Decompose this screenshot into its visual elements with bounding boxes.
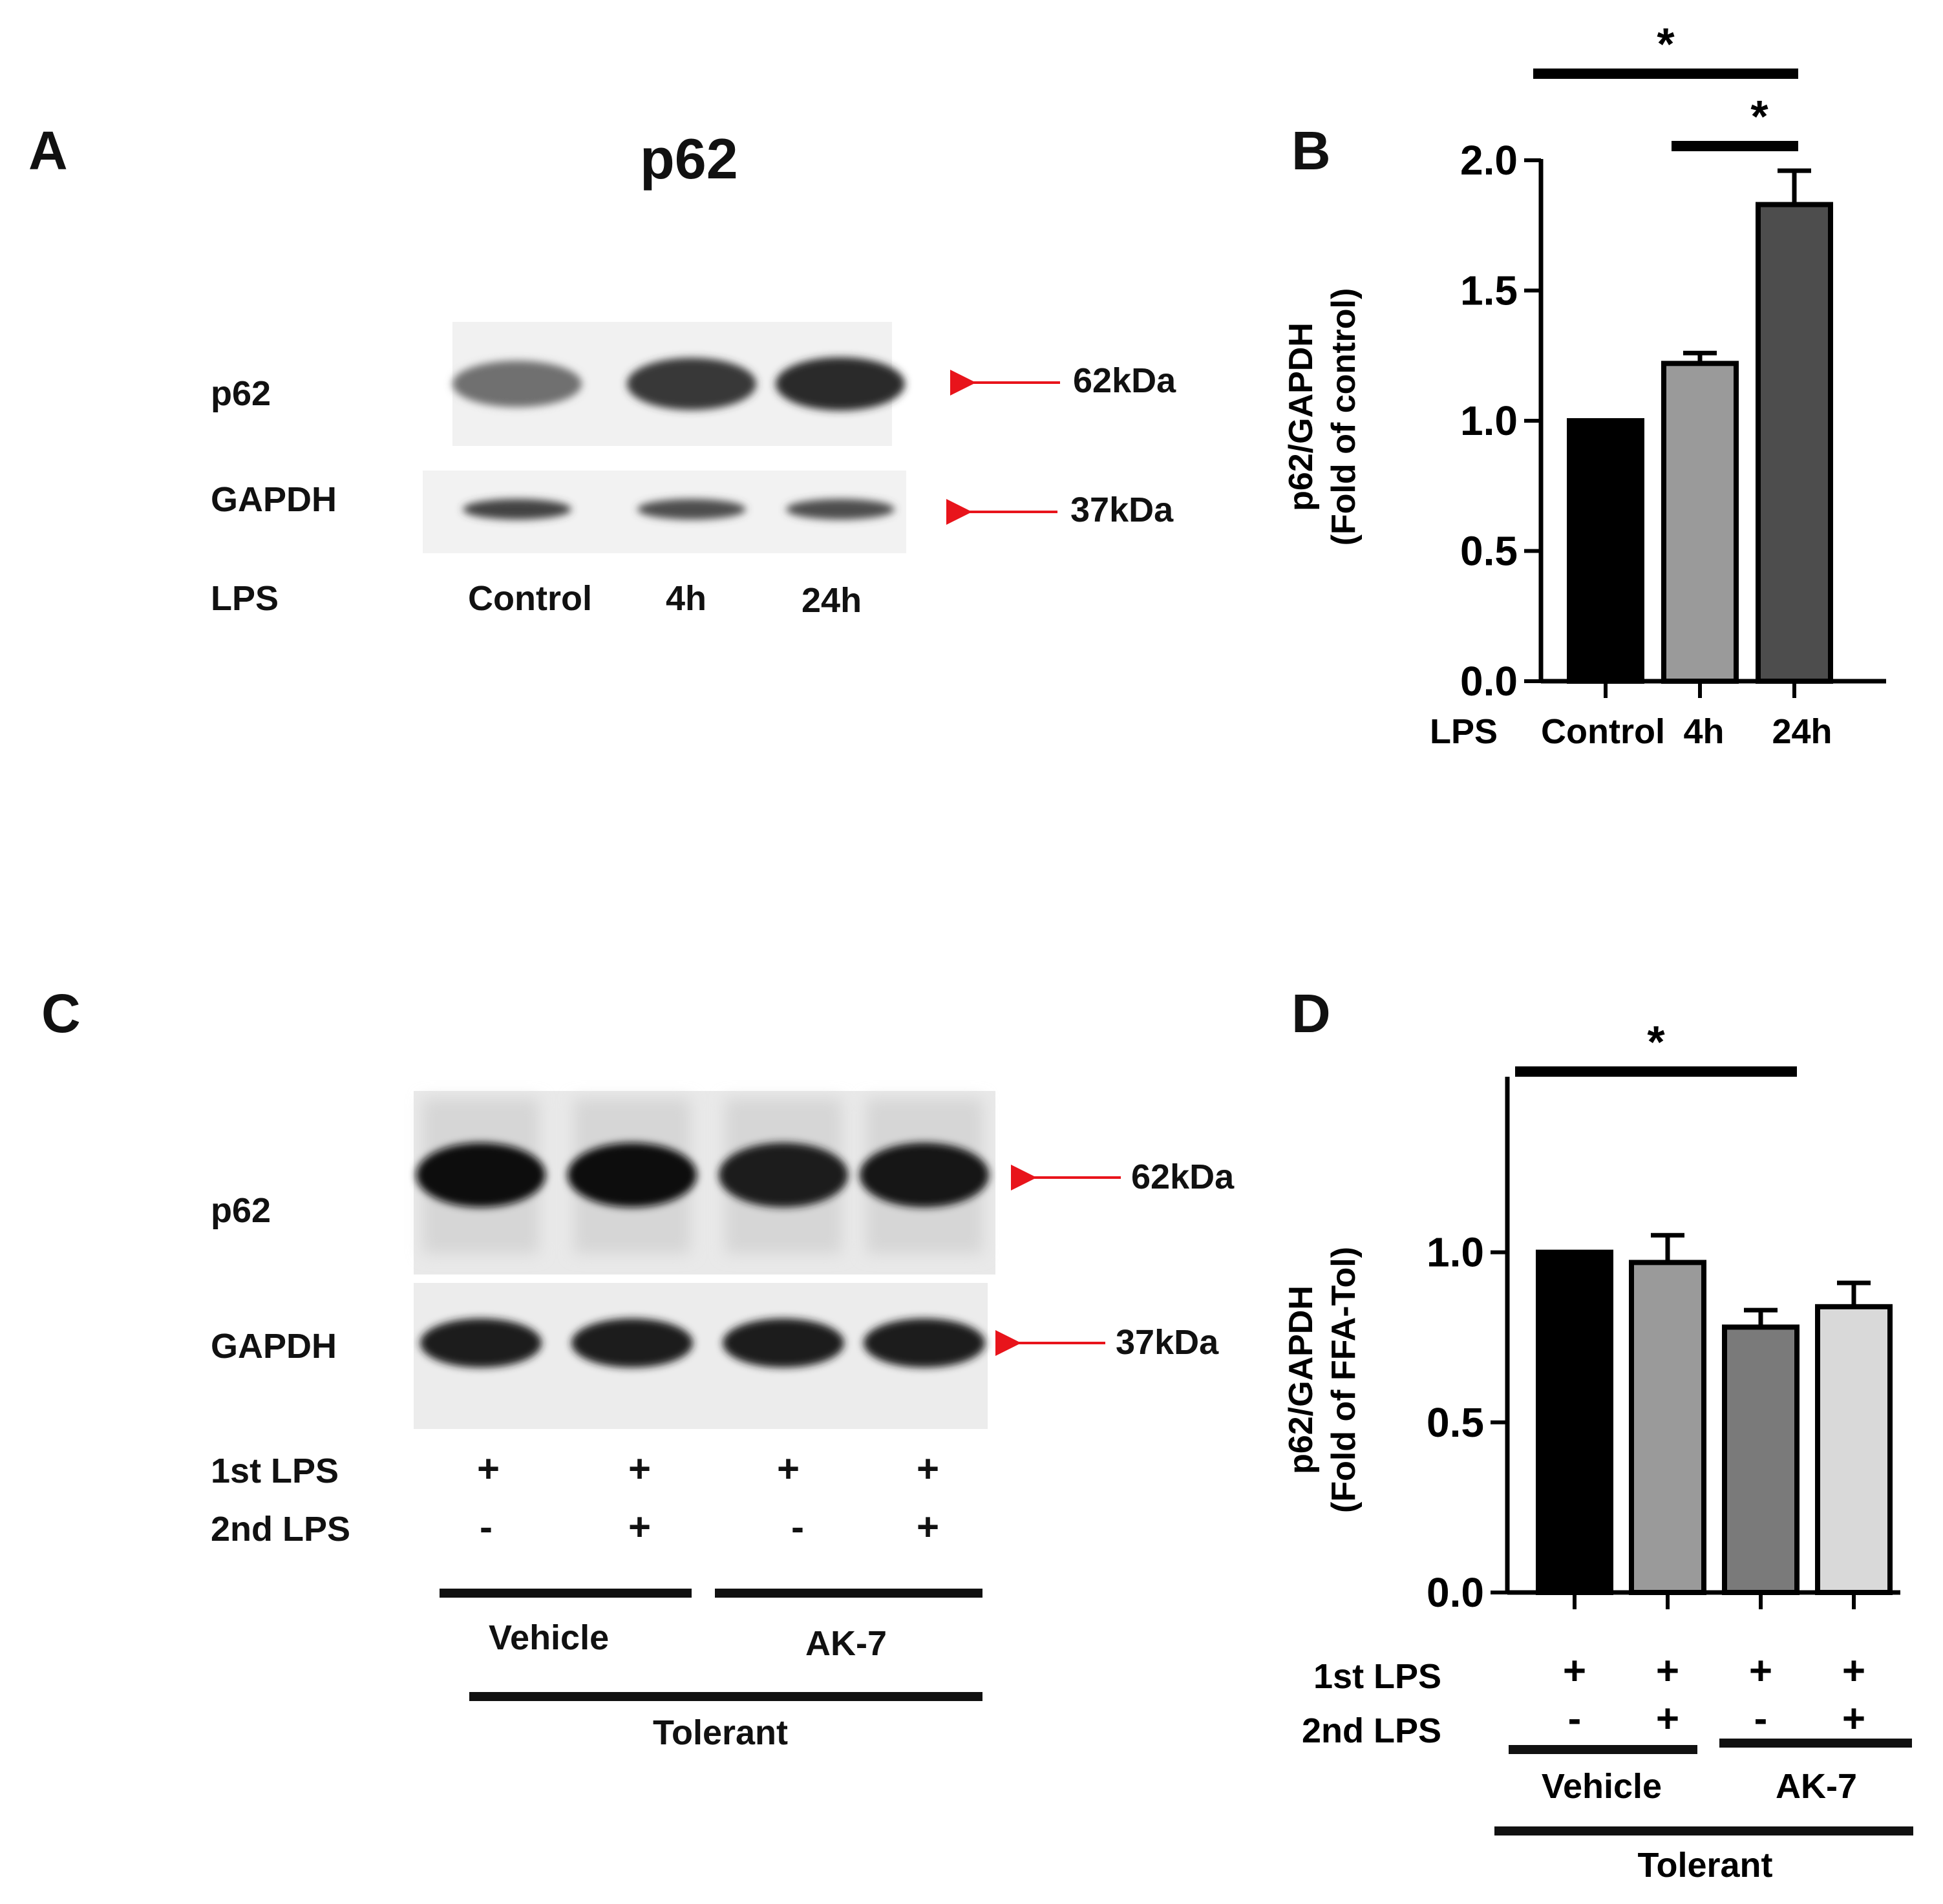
panel-a-lane-24h: 24h (802, 581, 862, 620)
significance-star: * (1647, 1017, 1665, 1067)
significance-star: * (1750, 91, 1768, 142)
panel-d-first-lps-sign: + (1656, 1649, 1679, 1693)
panel-c-first-lps-sign: + (477, 1447, 500, 1490)
panel-c-gapdh-band (420, 1318, 542, 1368)
panel-b-x-tick-label: Control (1541, 712, 1665, 751)
panel-letter-d: D (1291, 983, 1331, 1044)
panel-a-lane-4h: 4h (666, 579, 707, 618)
panel-c-second-lps-sign: - (791, 1505, 804, 1549)
panel-d-ak7-bar (1719, 1739, 1912, 1748)
panel-c-gapdh-band (723, 1318, 844, 1368)
bar (1567, 418, 1644, 684)
y-tick-label: 2.0 (1460, 137, 1518, 184)
y-tick-label: 0.5 (1427, 1399, 1484, 1446)
panel-d-overall-group: Tolerant (1637, 1846, 1772, 1885)
panel-c-second-lps-sign: - (480, 1505, 493, 1549)
panel-d-first-lps-sign: + (1842, 1649, 1865, 1693)
panel-c-row-label-gapdh: GAPDH (211, 1327, 337, 1366)
panel-c-p62-band (568, 1143, 697, 1207)
bar (1536, 1249, 1613, 1595)
panel-c-p62-band (719, 1143, 848, 1207)
panel-d-first-lps-sign: + (1563, 1649, 1586, 1693)
y-tick-label: 1.0 (1460, 397, 1518, 444)
panel-b-x-tick-label: 4h (1683, 712, 1724, 751)
panel-d-first-lps-sign: + (1749, 1649, 1772, 1693)
y-axis-label: p62/GAPDH (1282, 1285, 1320, 1474)
y-tick-label: 1.0 (1427, 1229, 1484, 1276)
panel-d-tolerant-bar (1494, 1826, 1913, 1835)
panel-a-p62-band (627, 357, 756, 410)
panel-a-p62-band (452, 361, 582, 407)
panel-c-row-label-p62: p62 (211, 1191, 271, 1230)
y-tick-label: 1.5 (1460, 268, 1518, 314)
panel-a-row-label-p62: p62 (211, 374, 271, 413)
panel-b-x-tick-label: 24h (1772, 712, 1832, 751)
panel-c-group-ak7: AK-7 (805, 1624, 887, 1663)
panel-d-first-lps-label: 1st LPS (1313, 1657, 1441, 1696)
y-axis-label: (Fold of control) (1325, 288, 1363, 546)
panel-c-group-vehicle: Vehicle (489, 1618, 610, 1657)
panel-d-group-ak7: AK-7 (1776, 1767, 1857, 1806)
panel-a-marker-37kda: 37kDa (1070, 491, 1174, 529)
panel-c-p62-band (416, 1143, 546, 1207)
y-tick-label: 0.0 (1460, 658, 1518, 704)
panel-d-group-vehicle: Vehicle (1542, 1767, 1662, 1806)
panel-c-gapdh-band (864, 1318, 985, 1368)
y-tick-label: 0.0 (1427, 1569, 1484, 1616)
panel-a-marker-62kda: 62kDa (1073, 361, 1176, 400)
panel-a-gapdh-band (637, 499, 746, 520)
panel-c-vehicle-bar (440, 1589, 692, 1598)
panel-a-gapdh-band (463, 499, 571, 520)
panel-c-first-lps-sign: + (917, 1447, 940, 1490)
panel-d-second-lps-sign: + (1656, 1697, 1679, 1741)
panel-c-overall-group: Tolerant (653, 1713, 789, 1752)
panel-a-lane-control: Control (468, 579, 592, 618)
panel-d-second-lps-sign: + (1842, 1697, 1865, 1741)
panel-d-vehicle-bar (1509, 1745, 1697, 1754)
panel-c-first-lps-sign: + (628, 1447, 652, 1490)
significance-star: * (1657, 19, 1675, 69)
panel-letter-c: C (41, 983, 81, 1044)
panel-c-gapdh-band (571, 1318, 693, 1368)
panel-c-second-lps-label: 2nd LPS (211, 1510, 351, 1549)
panel-d-second-lps-sign: - (1754, 1697, 1768, 1741)
bar (1756, 202, 1833, 684)
bar (1661, 361, 1739, 684)
panel-a-p62-band (776, 357, 905, 411)
panel-a-title: p62 (640, 127, 738, 191)
panel-letter-a: A (28, 120, 68, 181)
panel-c-first-lps-label: 1st LPS (211, 1452, 339, 1490)
panel-letter-b: B (1291, 120, 1331, 181)
panel-c-marker-62kda: 62kDa (1131, 1158, 1235, 1196)
bar (1815, 1304, 1893, 1595)
panel-a-lps-label: LPS (211, 579, 279, 618)
y-axis-label: (Fold of FFA-Tol) (1325, 1247, 1363, 1513)
panel-a-gapdh-band (786, 499, 895, 520)
panel-c-p62-band (860, 1143, 989, 1207)
panel-c-second-lps-sign: + (917, 1505, 940, 1549)
panel-b-x-prefix-label: LPS (1430, 712, 1498, 751)
panel-c-ak7-bar (715, 1589, 982, 1598)
y-tick-label: 0.5 (1460, 528, 1518, 575)
bar (1722, 1324, 1800, 1595)
y-axis-label: p62/GAPDH (1282, 323, 1320, 511)
panel-a-row-label-gapdh: GAPDH (211, 480, 337, 519)
panel-c-second-lps-sign: + (628, 1505, 652, 1549)
panel-d-second-lps-label: 2nd LPS (1302, 1711, 1441, 1750)
panel-c-marker-37kda: 37kDa (1116, 1323, 1219, 1362)
bar (1629, 1260, 1706, 1595)
panel-d-second-lps-sign: - (1568, 1697, 1582, 1741)
panel-c-tolerant-bar (469, 1692, 982, 1701)
panel-c-first-lps-sign: + (777, 1447, 800, 1490)
